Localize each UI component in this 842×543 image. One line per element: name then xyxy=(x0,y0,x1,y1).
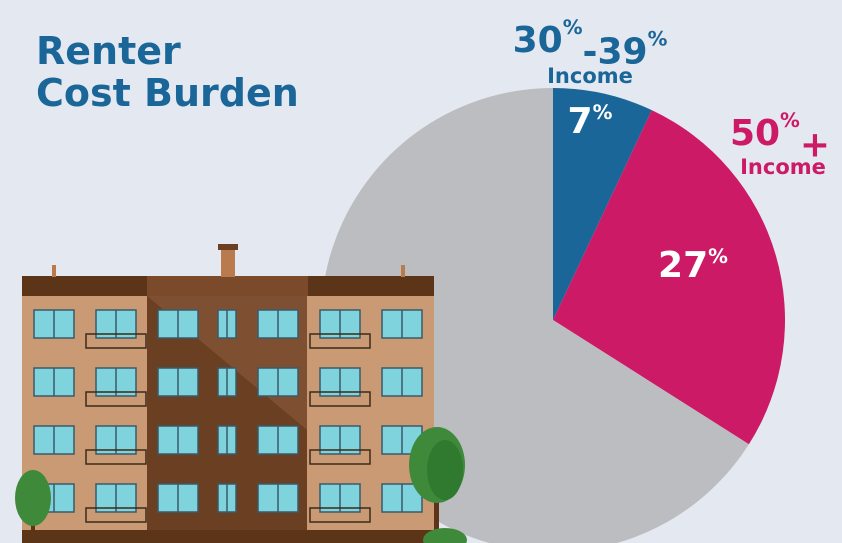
category-note: Income xyxy=(547,64,633,88)
roof xyxy=(22,276,148,296)
tree xyxy=(427,440,463,500)
vent xyxy=(52,265,56,277)
base xyxy=(22,530,434,543)
chimney xyxy=(221,250,235,277)
infographic: 7%30%-39%Income27%50%+Income Renter Cost… xyxy=(0,0,842,543)
vent xyxy=(401,265,405,277)
roof xyxy=(147,276,308,296)
tree xyxy=(15,470,51,526)
chimney-cap xyxy=(218,244,238,250)
category-note: Income xyxy=(740,155,826,179)
building xyxy=(22,244,434,543)
roof xyxy=(308,276,434,296)
chart-title: Renter Cost Burden xyxy=(36,30,299,114)
